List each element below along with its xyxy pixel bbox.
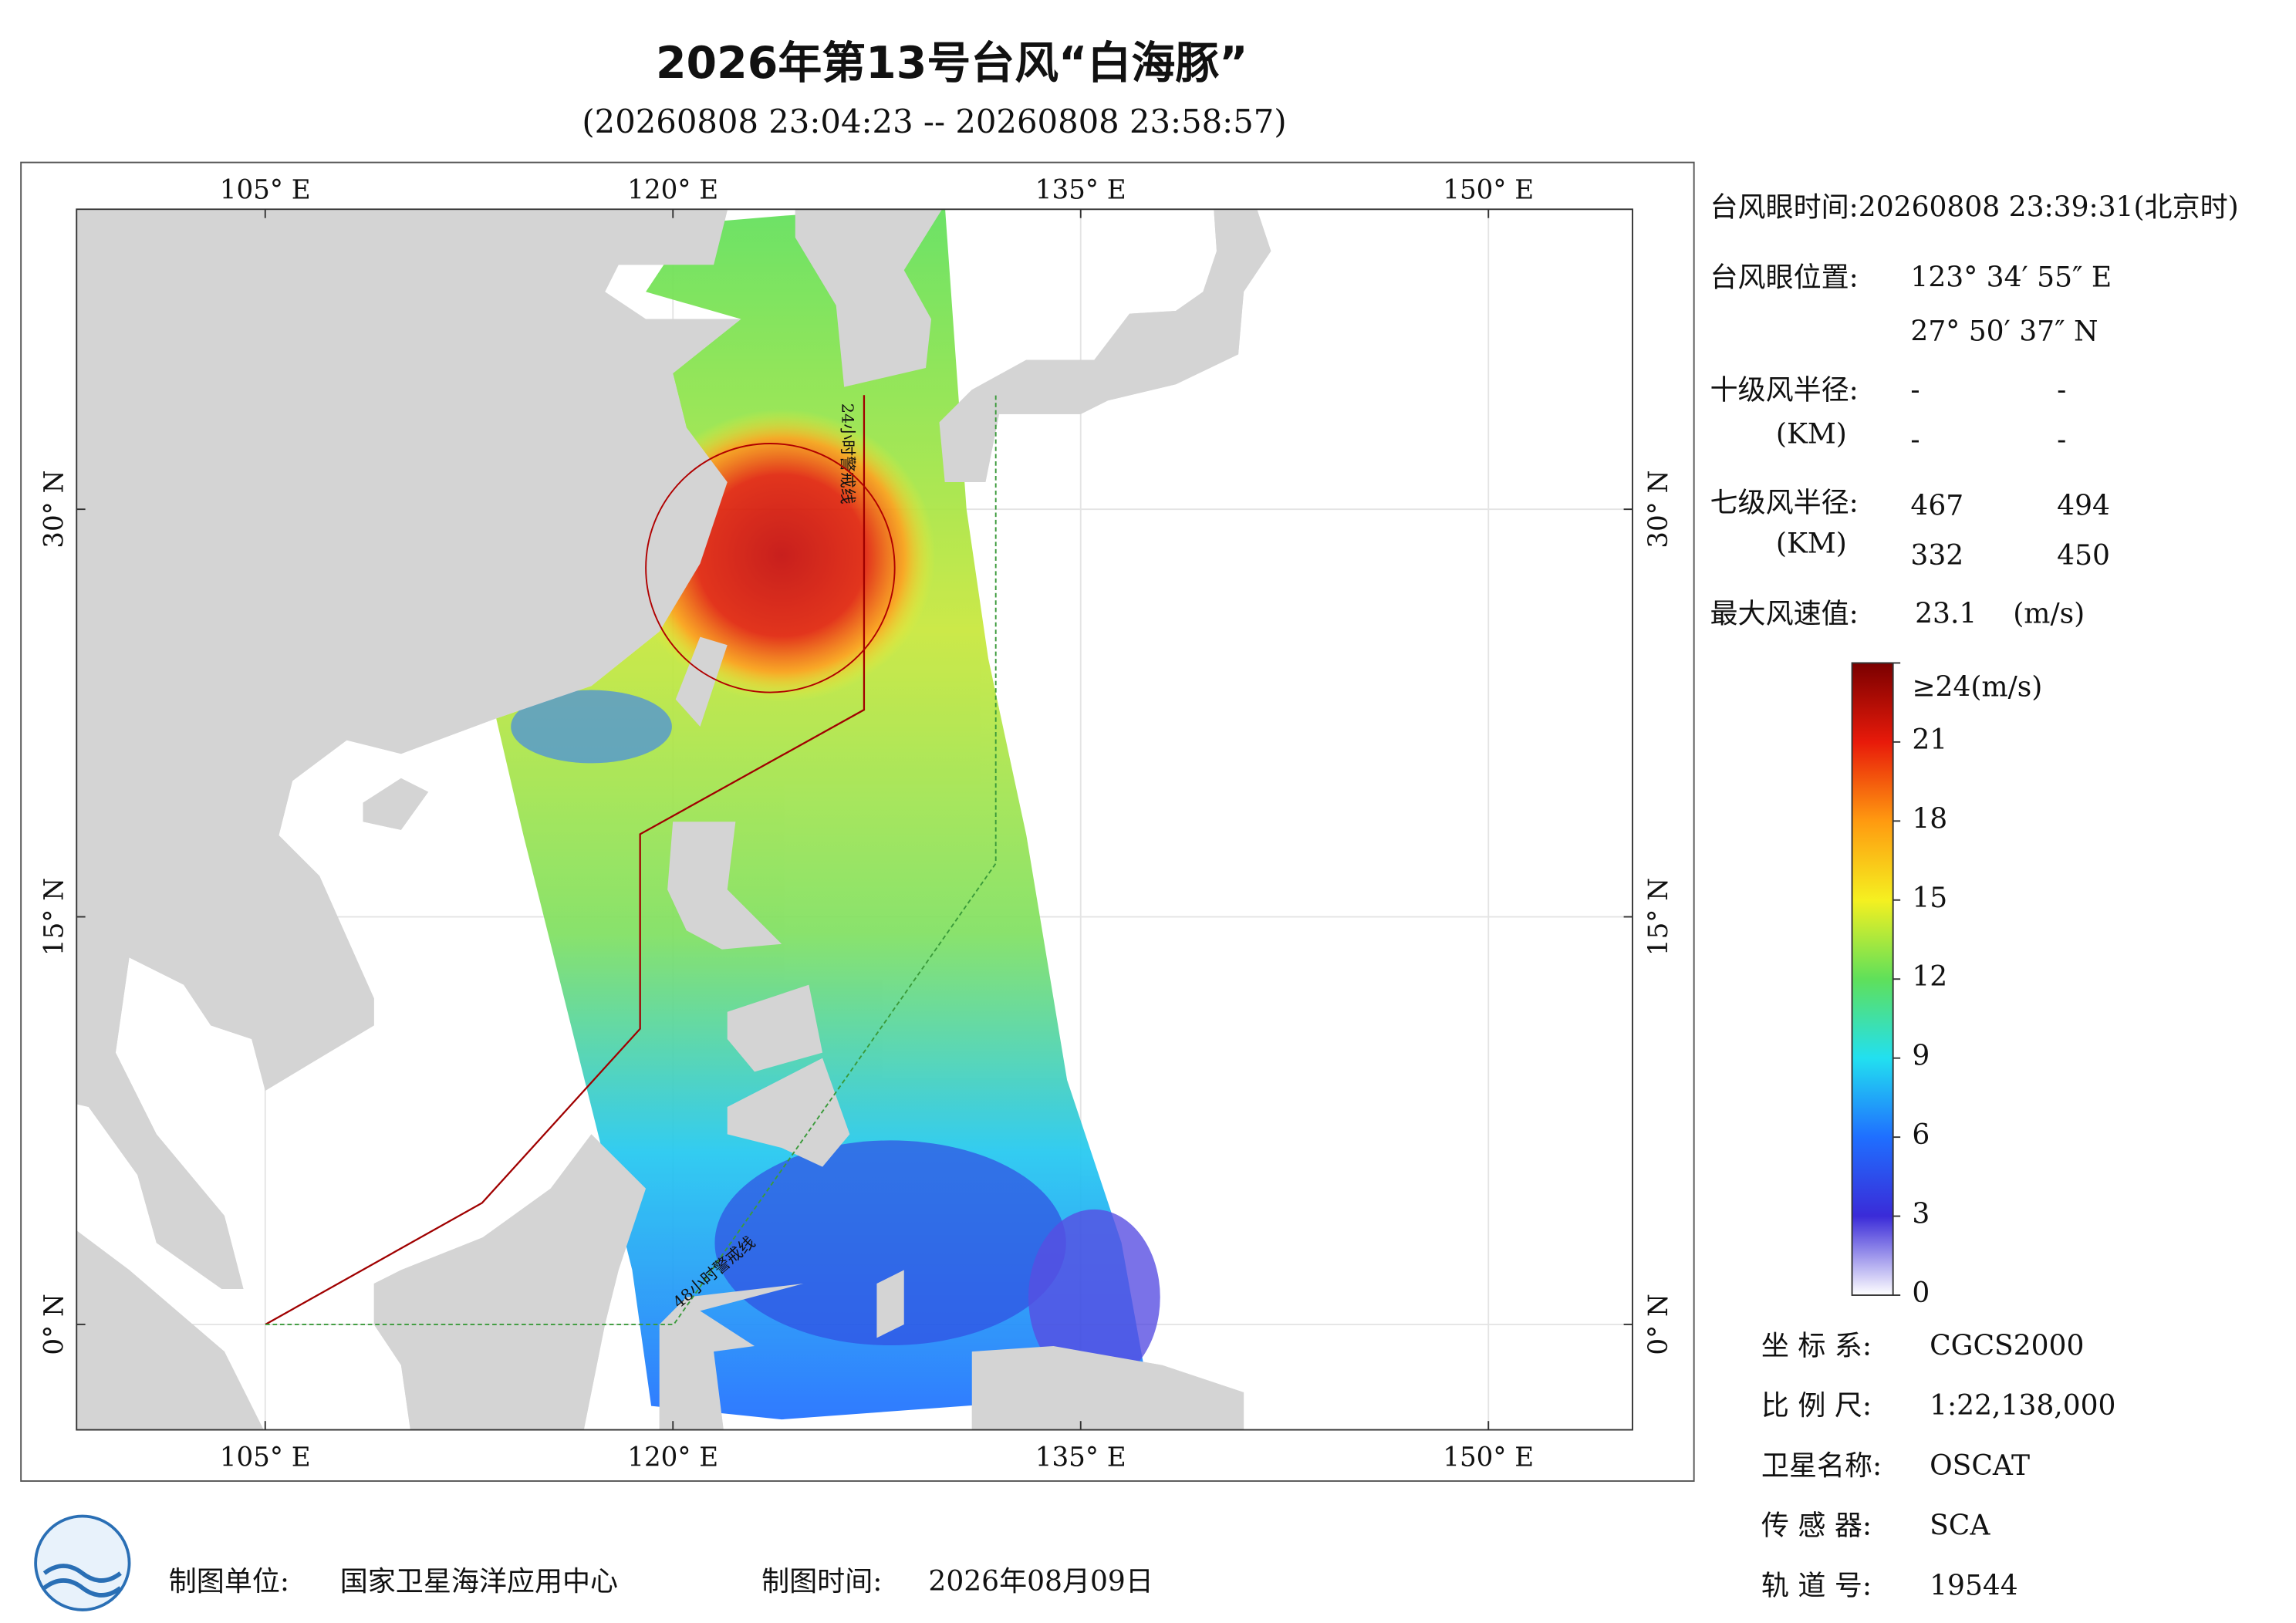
meta-label: 传 感 器:: [1761, 1510, 1872, 1542]
land-mask: [1217, 184, 1271, 208]
land-mask: [76, 210, 741, 1290]
eye-lat: 27° 50′ 37″ N: [1910, 316, 2098, 348]
meta-label: 轨 道 号:: [1761, 1570, 1872, 1601]
eye-time: 台风眼时间:20260808 23:39:31(北京时): [1710, 191, 2239, 223]
colorbar-tick-label: 21: [1912, 724, 1947, 756]
land-mask: [373, 1134, 647, 1430]
r7-value: 332: [1910, 540, 1963, 572]
colorbar-tick-label: 15: [1912, 882, 1947, 914]
meta-value: SCA: [1930, 1510, 1990, 1542]
map-border: [76, 208, 1633, 1431]
footer-time-label: 制图时间:: [761, 1566, 882, 1598]
meta-label: 卫星名称:: [1761, 1450, 1882, 1482]
x-tick-label: 150° E: [1443, 175, 1534, 206]
logo-waves: [42, 1564, 122, 1598]
land-mask: [659, 1284, 804, 1430]
r10-value: -: [1910, 424, 1920, 456]
max-wind: 23.1: [1915, 599, 1977, 630]
low-wind: [1028, 1209, 1160, 1385]
meta-value: OSCAT: [1930, 1450, 2030, 1482]
colorbar-tick-label: 0: [1912, 1277, 1930, 1309]
land-shape: [1217, 184, 1271, 208]
colorbar-tick-label: 18: [1912, 803, 1947, 835]
swath-area: [496, 209, 1149, 1420]
r7-value: 494: [2057, 490, 2110, 521]
meta-value: 19544: [1930, 1570, 2018, 1601]
subtitle: (20260808 23:04:23 -- 20260808 23:58:57): [582, 103, 1286, 140]
x-tick-label: 120° E: [627, 175, 718, 206]
eye-position-label: 台风眼位置:: [1710, 262, 1859, 293]
r7-value: 450: [2057, 540, 2110, 572]
land-mask: [363, 778, 429, 830]
footer-time: 2026年08月09日: [928, 1566, 1153, 1598]
meta-label: 比 例 尺:: [1761, 1390, 1872, 1422]
r10-value: -: [2057, 374, 2066, 406]
x-tick-label: 105° E: [220, 1442, 311, 1473]
max-wind-label: 最大风速值:: [1710, 599, 1859, 630]
colorbar-tick-label: 3: [1912, 1199, 1930, 1230]
r10-value: -: [2057, 424, 2066, 456]
x-tick-label: 120° E: [627, 1442, 718, 1473]
low-wind: [714, 1140, 1066, 1346]
warning-line-48h: [265, 395, 997, 1325]
y-tick-label: 30° N: [1643, 471, 1674, 548]
colorbar-tick-label: 6: [1912, 1119, 1930, 1151]
footer-producer: 国家卫星海洋应用中心: [340, 1566, 618, 1598]
y-tick-label: 0° N: [39, 1294, 70, 1355]
wind-swath: [76, 184, 1271, 1430]
storm-radius: [645, 443, 896, 693]
logo: [34, 1514, 131, 1611]
land-mask: [727, 984, 823, 1072]
land-mask: [727, 1058, 850, 1167]
colorbar: [1851, 662, 1894, 1296]
meta-value: 1:22,138,000: [1930, 1390, 2115, 1422]
y-tick-label: 0° N: [1643, 1294, 1674, 1355]
meta-value: CGCS2000: [1930, 1330, 2084, 1361]
colorbar-tick-label: 9: [1912, 1041, 1930, 1072]
land-mask: [795, 209, 943, 387]
colorbar-tick-label: 12: [1912, 961, 1947, 993]
eye-lon: 123° 34′ 55″ E: [1910, 262, 2112, 293]
logo-circle: [34, 1514, 131, 1611]
land-mask: [876, 1270, 904, 1338]
title: 2026年第13号台风“白海豚”: [656, 38, 1248, 89]
land-mask: [675, 636, 728, 727]
x-tick-label: 135° E: [1035, 1442, 1126, 1473]
r10-label: 十级风半径:: [1710, 374, 1859, 406]
r10-unit: (KM): [1776, 418, 1847, 450]
x-tick-label: 135° E: [1035, 175, 1126, 206]
y-tick-label: 15° N: [1643, 878, 1674, 956]
low-wind: [511, 690, 672, 764]
r7-label: 七级风半径:: [1710, 488, 1859, 519]
map-label: 24小时警戒线: [839, 403, 857, 504]
land-mask: [939, 210, 1271, 482]
x-tick-label: 105° E: [220, 175, 311, 206]
footer-producer-label: 制图单位:: [169, 1566, 289, 1598]
colorbar-tick-label: ≥24(m/s): [1912, 672, 2042, 704]
map-frame: [20, 161, 1695, 1482]
max-wind-unit: (m/s): [2013, 599, 2085, 630]
y-tick-label: 30° N: [39, 471, 70, 548]
warning-line-24h: [265, 395, 866, 1325]
land-mask: [667, 822, 782, 950]
land-mask: [971, 1346, 1244, 1430]
y-tick-label: 15° N: [39, 878, 70, 956]
r7-unit: (KM): [1776, 528, 1847, 560]
x-tick-label: 150° E: [1443, 1442, 1534, 1473]
land-mask: [76, 1230, 264, 1430]
meta-label: 坐 标 系:: [1761, 1330, 1872, 1361]
r7-value: 467: [1910, 490, 1963, 521]
r10-value: -: [1910, 374, 1920, 406]
